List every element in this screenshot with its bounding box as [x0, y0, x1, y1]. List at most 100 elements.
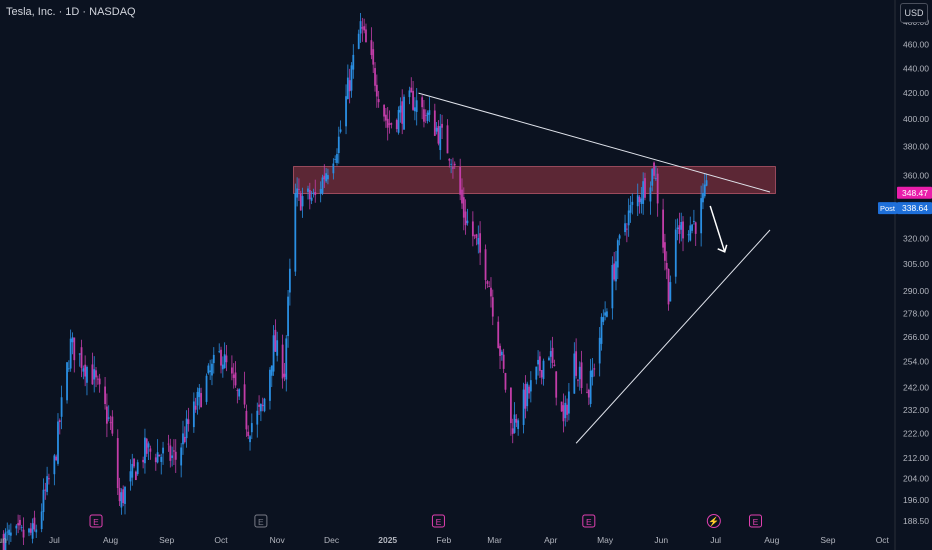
candle-body: [207, 365, 210, 374]
candle-body: [564, 402, 567, 419]
candle: [154, 453, 157, 471]
candle-body: [490, 287, 492, 297]
candle: [702, 183, 704, 210]
candle-body: [542, 360, 545, 379]
candle-body: [437, 125, 440, 144]
candle-body: [676, 227, 679, 230]
candle: [312, 188, 315, 198]
candle: [624, 214, 626, 236]
time-tick-label: Jun: [0, 535, 7, 545]
candle: [149, 445, 152, 460]
candle: [169, 438, 172, 468]
candle: [491, 289, 494, 326]
candle: [323, 164, 326, 188]
candle: [642, 172, 645, 215]
candle: [662, 198, 664, 254]
candle: [301, 187, 304, 218]
candle-body: [281, 344, 284, 379]
candle: [283, 362, 286, 382]
candle: [17, 514, 20, 534]
candle-body: [471, 221, 474, 237]
upper-trendline: [418, 92, 771, 193]
candle-body: [573, 353, 576, 394]
price-badges: 348.47 Post 338.64: [878, 186, 932, 215]
price-tick-label: 420.00: [903, 88, 929, 98]
candle: [413, 97, 416, 121]
candle-body: [397, 109, 400, 133]
candle-body: [377, 99, 380, 103]
candle-body: [500, 351, 503, 356]
earnings-badge-label: E: [586, 517, 592, 527]
time-tick-label: Oct: [876, 535, 890, 545]
candle: [691, 224, 693, 234]
chart-title: Tesla, Inc. · 1D · NASDAQ: [6, 6, 136, 18]
candle: [424, 109, 427, 124]
candle-body: [28, 528, 30, 533]
candle: [247, 425, 250, 440]
candle: [654, 165, 657, 181]
candle: [167, 434, 170, 452]
candle-body: [299, 193, 302, 211]
candle-body: [653, 162, 655, 176]
candle-body: [84, 364, 87, 377]
candle: [615, 251, 617, 291]
price-tick-label: 460.00: [903, 40, 929, 50]
candle-body: [359, 21, 362, 34]
lower-trendline: [575, 229, 771, 444]
candle: [678, 212, 681, 244]
candle-body: [86, 366, 88, 383]
candle: [403, 94, 405, 131]
candle: [9, 523, 12, 542]
candle-body: [288, 268, 291, 293]
candle-body: [298, 188, 300, 190]
candle: [298, 178, 300, 201]
candle: [84, 355, 87, 387]
candle-body: [9, 532, 12, 536]
candle: [433, 103, 436, 137]
candle-body: [651, 168, 654, 186]
candle-body: [263, 398, 266, 412]
candle: [96, 375, 99, 385]
candle-body: [15, 525, 18, 529]
candle-body: [270, 365, 273, 376]
candle: [408, 86, 411, 105]
candle-body: [631, 201, 634, 205]
candle: [700, 185, 703, 247]
candle: [524, 375, 527, 419]
candle-body: [133, 458, 135, 467]
candle: [200, 387, 203, 408]
candle-body: [259, 403, 262, 412]
candle-body: [642, 181, 645, 204]
candle-body: [308, 189, 311, 200]
candle: [522, 382, 525, 434]
candle: [80, 339, 83, 378]
candle: [42, 478, 45, 521]
price-axis[interactable]: 188.50 196.00 204.00 212.00 222.00 232.00 242.…: [903, 17, 929, 526]
candle: [212, 347, 215, 374]
candle: [464, 199, 467, 235]
candle: [131, 453, 134, 486]
price-tick-label: 305.00: [903, 259, 929, 269]
candle: [104, 376, 106, 410]
candle-body: [321, 177, 324, 194]
candle-body: [19, 519, 21, 526]
candle: [294, 183, 297, 276]
candle-body: [702, 192, 704, 203]
candle-body: [258, 404, 260, 407]
time-tick-label: Jul: [710, 535, 721, 545]
candle: [218, 343, 221, 354]
candle-body: [692, 220, 695, 222]
time-tick-label: Dec: [324, 535, 340, 545]
candle-body: [162, 447, 164, 454]
candle-body: [111, 416, 114, 434]
candle-body: [475, 234, 478, 238]
candle-body: [55, 456, 58, 461]
candle: [263, 397, 266, 413]
candle-body: [198, 388, 201, 398]
candle-body: [57, 421, 59, 464]
currency-button[interactable]: USD: [900, 3, 928, 23]
time-axis[interactable]: Jun Jul Aug Sep Oct Nov Dec 2025 Feb Mar Apr May Jun…: [0, 535, 890, 545]
time-tick-label: Sep: [159, 535, 174, 545]
candle: [44, 482, 47, 500]
